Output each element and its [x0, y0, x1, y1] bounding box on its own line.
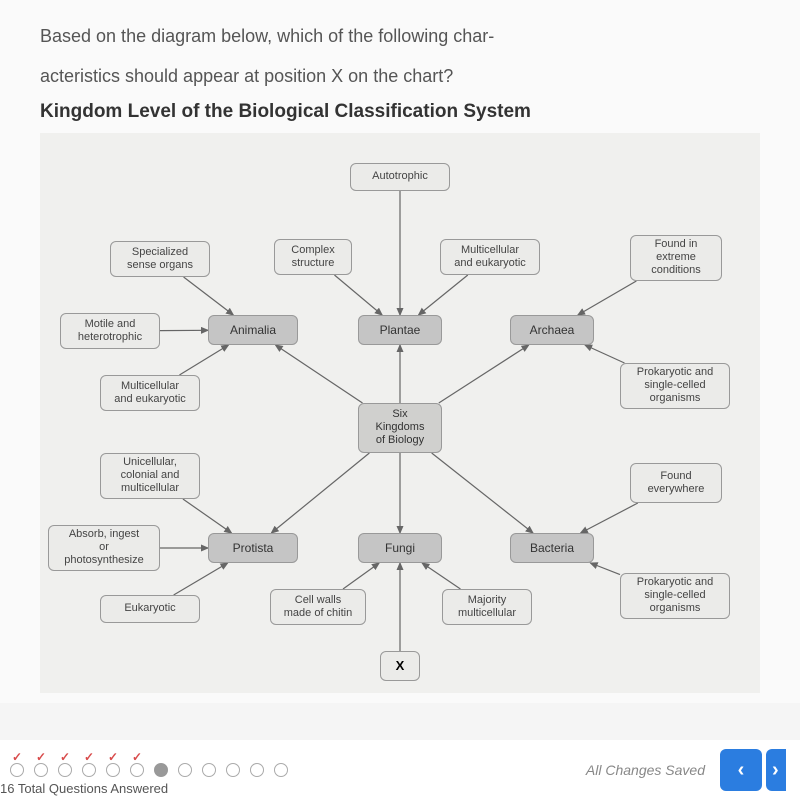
char-extremeextreme: Found in extreme conditions [630, 235, 722, 281]
progress-dot-2[interactable] [58, 763, 72, 777]
question-line2: acteristics should appear at position X … [40, 60, 760, 92]
progress-dot-7[interactable] [178, 763, 192, 777]
char-prok-bprok-b: Prokaryotic and single-celled organisms [620, 573, 730, 619]
progress-dot-3[interactable] [82, 763, 96, 777]
diagram-title: Kingdom Level of the Biological Classifi… [40, 101, 760, 123]
char-eukaryoticeukaryotic: Eukaryotic [100, 595, 200, 623]
progress-dot-1[interactable] [34, 763, 48, 777]
char-everywhereeverywhere: Found everywhere [630, 463, 722, 503]
char-multi-euk-pmulti-euk-p: Multicellular and eukaryotic [440, 239, 540, 275]
kingdom-archaea: Archaea [510, 315, 594, 345]
progress-dot-8[interactable] [202, 763, 216, 777]
progress-dot-10[interactable] [250, 763, 264, 777]
char-complexcomplex: Complex structure [274, 239, 352, 275]
char-absorbabsorb: Absorb, ingest or photosynthesize [48, 525, 160, 571]
progress-dot-6[interactable] [154, 763, 168, 777]
x-node: X [380, 651, 420, 681]
progress-dot-9[interactable] [226, 763, 240, 777]
answered-count: 16 Total Questions Answered [0, 781, 168, 796]
kingdom-fungi: Fungi [358, 533, 442, 563]
progress-dot-5[interactable] [130, 763, 144, 777]
kingdom-animalia: Animalia [208, 315, 298, 345]
progress-dots [10, 763, 288, 777]
footer-bar: 16 Total Questions Answered All Changes … [0, 740, 800, 800]
char-prok-aprok-a: Prokaryotic and single-celled organisms [620, 363, 730, 409]
kingdom-protista: Protista [208, 533, 298, 563]
char-autotrophicautotrophic: Autotrophic [350, 163, 450, 191]
char-motilemotile: Motile and heterotrophic [60, 313, 160, 349]
char-chitinchitin: Cell walls made of chitin [270, 589, 366, 625]
kingdom-plantae: Plantae [358, 315, 442, 345]
nav-prev-button[interactable]: ‹ [720, 749, 762, 791]
diagram-area: Six Kingdoms of Biology Animalia Plantae Ar… [40, 133, 760, 693]
question-line1: Based on the diagram below, which of the… [40, 20, 760, 52]
kingdom-bacteria: Bacteria [510, 533, 594, 563]
char-majoritymajority: Majority multicellular [442, 589, 532, 625]
progress-dot-11[interactable] [274, 763, 288, 777]
char-sensesense: Specialized sense organs [110, 241, 210, 277]
char-multi-euk-amulti-euk-a: Multicellular and eukaryotic [100, 375, 200, 411]
center-node: Six Kingdoms of Biology [358, 403, 442, 453]
question-container: Based on the diagram below, which of the… [0, 0, 800, 703]
char-unicellunicell: Unicellular, colonial and multicellular [100, 453, 200, 499]
saved-status: All Changes Saved [586, 762, 705, 778]
nav-next-button[interactable]: › [766, 749, 786, 791]
progress-dot-0[interactable] [10, 763, 24, 777]
progress-dot-4[interactable] [106, 763, 120, 777]
